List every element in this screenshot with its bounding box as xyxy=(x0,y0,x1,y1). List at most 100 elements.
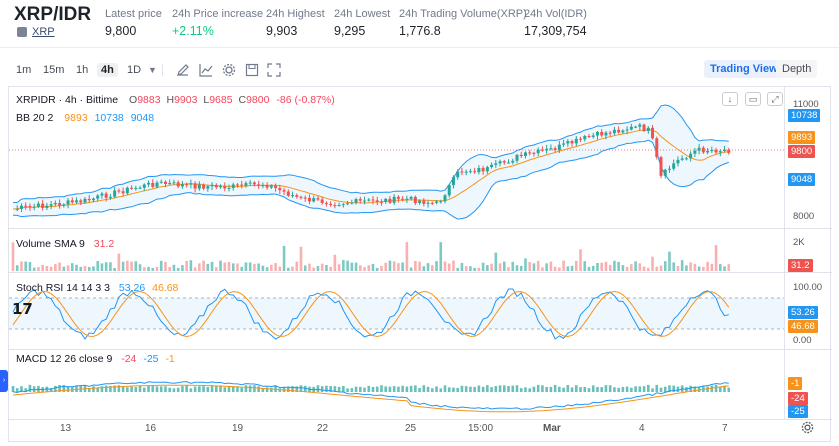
volume-bar xyxy=(185,261,188,271)
macd-histogram-bar xyxy=(342,385,345,392)
candle-body xyxy=(642,124,646,132)
chart-canvas[interactable] xyxy=(9,87,832,443)
candle-body xyxy=(49,204,53,206)
timeframe-4h[interactable]: 4h xyxy=(97,63,118,77)
macd-histogram-bar xyxy=(109,385,112,392)
macd-histogram-bar xyxy=(409,385,413,392)
macd-histogram-bar xyxy=(507,385,510,392)
price-axis-border xyxy=(784,87,785,420)
candle-body xyxy=(265,185,269,188)
volume-bar xyxy=(689,262,692,271)
stoch-axis-label: 100.00 xyxy=(793,282,823,293)
candle-body xyxy=(464,171,468,173)
pane-maximize-button[interactable]: ⤢ xyxy=(767,92,783,106)
volume-bar xyxy=(553,266,557,271)
candle-body xyxy=(612,129,616,134)
volume-bar xyxy=(422,266,426,271)
volume-sma-value: 31.2 xyxy=(93,238,115,250)
trading-view-button[interactable]: Trading View xyxy=(704,60,784,78)
candle-body xyxy=(147,182,151,185)
macd-histogram-bar xyxy=(405,386,409,392)
gear-icon[interactable] xyxy=(222,63,236,77)
volume-bar xyxy=(126,260,129,271)
volume-bar xyxy=(452,260,455,271)
volume-bar xyxy=(490,263,493,271)
macd-histogram-bar xyxy=(545,386,548,392)
macd-histogram-bar xyxy=(265,387,269,392)
volume-bar xyxy=(685,265,688,271)
candle-body xyxy=(515,154,519,161)
macd-histogram-bar xyxy=(28,384,32,392)
depth-button[interactable]: Depth xyxy=(776,60,818,78)
macd-histogram-bar xyxy=(333,386,337,392)
bb-upper-tag: 10738 xyxy=(788,109,821,122)
bb-lower-value: 9048 xyxy=(130,112,155,124)
timeframe-1d[interactable]: 1D xyxy=(127,64,142,76)
candle-body xyxy=(727,149,731,153)
candle-body xyxy=(511,160,515,163)
fullscreen-icon[interactable] xyxy=(267,63,281,77)
candle-body xyxy=(66,200,70,205)
candle-body xyxy=(257,184,261,186)
volume-bar xyxy=(354,262,358,271)
volume-bar xyxy=(613,260,616,271)
macd-histogram-bar xyxy=(198,386,201,392)
volume-bar xyxy=(515,265,519,271)
macd-histogram-bar xyxy=(625,386,629,392)
pane-collapse-button[interactable]: ▭ xyxy=(745,92,761,106)
candle-body xyxy=(210,184,214,187)
volume-bar xyxy=(295,261,299,271)
timeframe-1h[interactable]: 1h xyxy=(76,64,89,76)
macd-histogram-bar xyxy=(261,388,265,392)
candle-body xyxy=(697,147,701,151)
chart-settings-gear-icon[interactable] xyxy=(801,421,814,434)
chart-panel[interactable]: XRPIDR · 4h · Bittime O9883 H9903 L9685 … xyxy=(8,86,832,443)
macd-line-tag: -25 xyxy=(788,405,808,418)
macd-histogram-bar xyxy=(481,386,485,392)
candle-body xyxy=(15,208,19,210)
pencil-icon[interactable] xyxy=(176,63,190,77)
save-icon[interactable] xyxy=(245,63,259,77)
side-panel-toggle[interactable]: › xyxy=(0,370,8,392)
macd-histogram-bar xyxy=(11,385,15,392)
volume-bar xyxy=(303,265,307,271)
stat-value-volume-xrp: 1,776.8 xyxy=(399,24,441,38)
symbol-label: XRPIDR · 4h · Bittime xyxy=(16,94,119,106)
volume-bar xyxy=(655,266,659,271)
candle-body xyxy=(655,138,659,158)
candle-body xyxy=(282,190,286,192)
indicator-icon[interactable] xyxy=(199,63,213,77)
candle-body xyxy=(617,129,621,133)
macd-signal-value: -1 xyxy=(165,353,175,365)
volume-bar xyxy=(92,266,95,271)
chevron-down-icon[interactable]: ▼ xyxy=(148,65,157,75)
macd-histogram-bar xyxy=(214,386,218,392)
candle-body xyxy=(261,185,265,187)
volume-bar xyxy=(409,267,413,271)
volume-bar xyxy=(697,266,701,271)
volume-bar xyxy=(138,264,142,271)
macd-histogram-bar xyxy=(579,387,582,392)
volume-bar xyxy=(219,260,222,271)
volume-bar xyxy=(41,264,44,271)
coin-link[interactable]: XRP xyxy=(32,26,55,38)
candle-body xyxy=(79,200,83,203)
pane-down-button[interactable]: ↓ xyxy=(722,92,738,106)
timeframe-15m[interactable]: 15m xyxy=(43,64,65,76)
timeframe-1m[interactable]: 1m xyxy=(16,64,32,76)
macd-histogram-bar xyxy=(452,387,455,392)
volume-bar xyxy=(329,266,332,271)
candle-body xyxy=(75,200,79,203)
macd-histogram-bar xyxy=(693,386,697,392)
candle-body xyxy=(108,196,112,198)
candle-body xyxy=(608,132,612,134)
macd-histogram-bar xyxy=(435,386,438,392)
candle-body xyxy=(574,138,578,144)
volume-bar xyxy=(130,261,133,271)
candle-body xyxy=(401,198,405,200)
volume-bar xyxy=(278,266,282,271)
volume-axis-label: 2K xyxy=(793,237,805,248)
candle-body xyxy=(159,181,163,183)
volume-bar xyxy=(214,267,218,271)
candle-body xyxy=(104,193,108,198)
